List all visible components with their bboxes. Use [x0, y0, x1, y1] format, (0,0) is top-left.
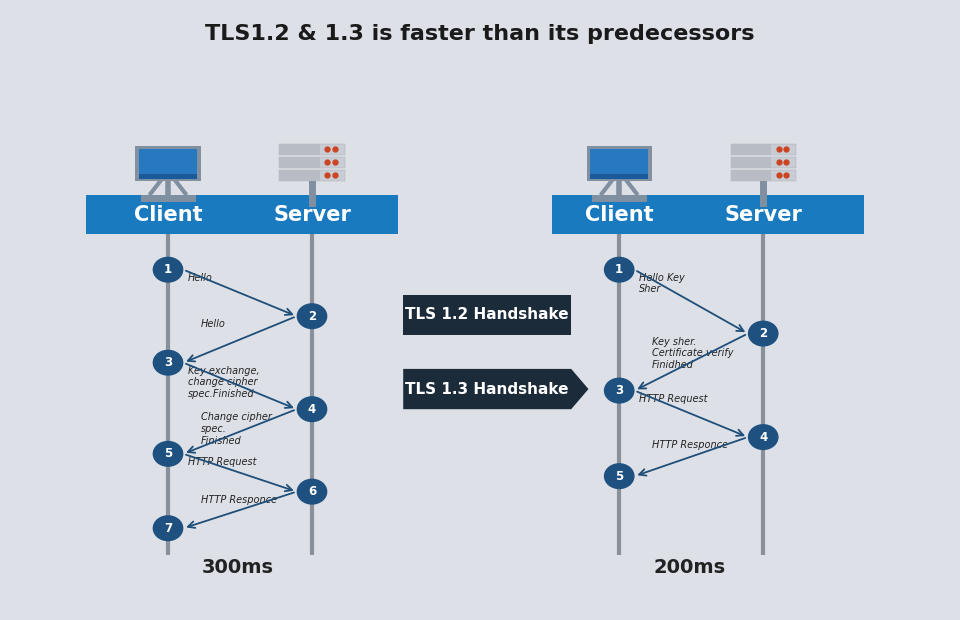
Bar [731, 157, 796, 168]
Text: 2: 2 [759, 327, 767, 340]
Text: 1: 1 [164, 264, 172, 276]
Bar [279, 170, 345, 181]
Text: HTTP Request: HTTP Request [639, 394, 708, 404]
Ellipse shape [297, 303, 327, 329]
Bar [139, 149, 197, 179]
Text: Server: Server [273, 205, 351, 224]
Text: 300ms: 300ms [202, 558, 275, 577]
Ellipse shape [604, 257, 635, 283]
Text: Hello Key
Sher: Hello Key Sher [639, 273, 685, 294]
Bar [731, 170, 796, 181]
Bar [731, 144, 796, 155]
Ellipse shape [153, 257, 183, 283]
Ellipse shape [153, 441, 183, 467]
Text: 5: 5 [615, 470, 623, 482]
Bar [731, 157, 771, 168]
Bar [86, 195, 398, 234]
Text: 7: 7 [164, 522, 172, 534]
Ellipse shape [153, 515, 183, 541]
Bar [139, 174, 197, 179]
Bar [731, 144, 771, 155]
Text: Server: Server [724, 205, 803, 224]
Text: TLS 1.3 Handshake: TLS 1.3 Handshake [405, 381, 569, 397]
Bar [279, 144, 345, 155]
Text: 4: 4 [759, 431, 767, 443]
Bar [279, 157, 320, 168]
Bar [279, 170, 320, 181]
Text: HTTP Request: HTTP Request [188, 457, 256, 467]
Text: TLS1.2 & 1.3 is faster than its predecessors: TLS1.2 & 1.3 is faster than its predeces… [205, 24, 755, 44]
Polygon shape [403, 369, 588, 409]
Bar [135, 146, 201, 181]
Ellipse shape [153, 350, 183, 376]
Text: TLS 1.2 Handshake: TLS 1.2 Handshake [405, 307, 569, 322]
Text: Key exchange,
change cipher
spec.Finished: Key exchange, change cipher spec.Finishe… [188, 366, 260, 399]
Bar [590, 174, 648, 179]
Text: Client: Client [585, 205, 654, 224]
Ellipse shape [604, 463, 635, 489]
Ellipse shape [297, 479, 327, 505]
Bar [279, 157, 345, 168]
Bar [587, 146, 652, 181]
Text: Change cipher
spec.
Finished: Change cipher spec. Finished [201, 412, 272, 446]
Text: 3: 3 [164, 356, 172, 369]
Bar [403, 294, 571, 335]
Ellipse shape [297, 396, 327, 422]
Text: Key sher.
Certificate verify
Finidhed: Key sher. Certificate verify Finidhed [652, 337, 733, 370]
Text: 6: 6 [308, 485, 316, 498]
Bar [590, 149, 648, 179]
Text: 200ms: 200ms [653, 558, 726, 577]
Bar [279, 144, 320, 155]
Text: Hello: Hello [201, 319, 226, 329]
Ellipse shape [748, 424, 779, 450]
Bar [731, 170, 771, 181]
Text: Client: Client [133, 205, 203, 224]
Ellipse shape [748, 321, 779, 347]
Text: 1: 1 [615, 264, 623, 276]
Text: HTTP Responce: HTTP Responce [201, 495, 276, 505]
Bar [552, 195, 864, 234]
Text: 2: 2 [308, 310, 316, 322]
Ellipse shape [604, 378, 635, 404]
Text: 5: 5 [164, 448, 172, 460]
Text: 3: 3 [615, 384, 623, 397]
Text: Hello: Hello [188, 273, 213, 283]
Text: HTTP Responce: HTTP Responce [652, 440, 728, 450]
Text: 4: 4 [308, 403, 316, 415]
